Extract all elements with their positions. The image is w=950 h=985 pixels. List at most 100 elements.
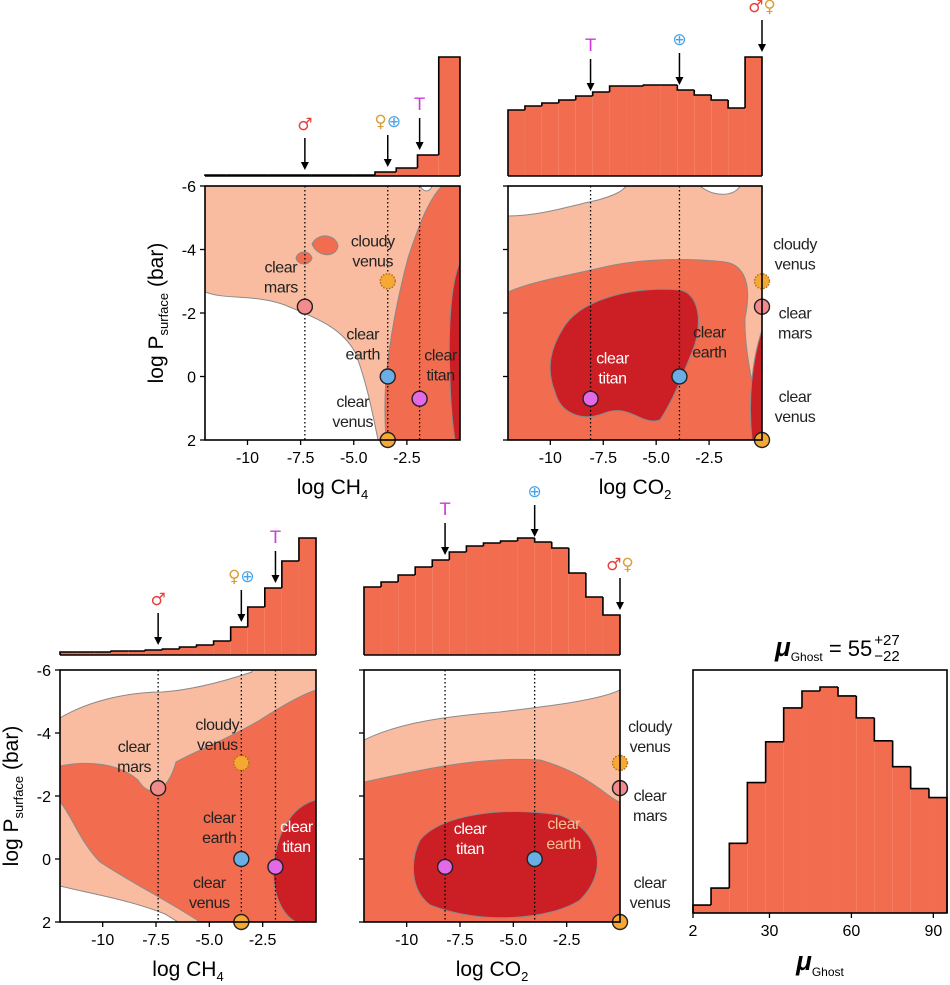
hist-bar: [466, 546, 484, 655]
planet-marker: [671, 368, 688, 385]
planet-marker: [233, 754, 250, 772]
hist-step: [710, 95, 729, 101]
y-tick-label: -4: [37, 726, 51, 743]
hist-bar: [264, 588, 282, 655]
hist-step: [212, 640, 231, 645]
hist-step: [744, 56, 763, 176]
contours: [508, 186, 762, 440]
arrow-head: [300, 162, 309, 170]
hist-step: [229, 626, 248, 641]
y-tick-label: 0: [187, 370, 196, 387]
hist-bar: [438, 57, 460, 176]
x-tick-label: 60: [843, 923, 861, 940]
hist-bar: [643, 85, 661, 176]
x-tick-label: -10: [539, 450, 562, 467]
x-tick-label: -5.0: [340, 450, 368, 467]
marker-label: venus: [332, 414, 373, 431]
axis-label-main: log CH: [297, 476, 361, 499]
hist-bar: [820, 687, 839, 913]
hist-bar: [551, 548, 569, 655]
y-tick-label: -6: [182, 179, 196, 196]
hist-bar: [910, 788, 929, 913]
hist-step: [246, 606, 265, 627]
hist-step: [397, 574, 416, 582]
hist-step: [374, 171, 397, 175]
hist-step: [178, 646, 197, 649]
hist-step: [499, 540, 518, 543]
hist-step: [59, 651, 78, 655]
planet-marker: [379, 273, 396, 290]
hist-step: [727, 100, 746, 109]
hist-step: [541, 102, 559, 106]
hist-step: [602, 597, 621, 655]
hist-bar: [694, 95, 712, 176]
arrow-head: [758, 44, 766, 52]
hist-step: [195, 644, 214, 647]
hist-bar: [375, 172, 397, 176]
hist-step: [414, 566, 433, 575]
axis-label-main: μ: [795, 946, 812, 976]
hist-step: [710, 887, 730, 906]
hist-step: [395, 167, 418, 172]
contours: [60, 670, 316, 922]
arrow-head: [154, 637, 163, 645]
hist-bar: [60, 652, 78, 655]
planet-symbol-part: T: [439, 500, 451, 520]
hist-step: [161, 648, 180, 650]
x-tick-label: -10: [395, 932, 418, 949]
hist-bar: [179, 647, 197, 655]
x-tick-label: -7.5: [589, 450, 617, 467]
hist-bar: [928, 797, 947, 913]
hist-bar: [483, 543, 501, 655]
marker-label: clear: [193, 875, 227, 892]
hist-step: [533, 538, 552, 543]
title-upper: +27: [874, 632, 899, 649]
hist-bar: [626, 86, 644, 176]
axis-label-sub: surface: [11, 776, 26, 819]
hist-step: [676, 85, 695, 91]
planet-symbol: ⊕: [528, 482, 542, 502]
axis-label: log CH4: [152, 958, 223, 984]
marker-label: earth: [346, 347, 380, 364]
hist-bar: [728, 108, 746, 176]
planet-symbol-part: T: [413, 95, 425, 115]
planet-symbol-part: ⊕: [528, 482, 542, 502]
hist-bar: [500, 541, 518, 655]
hist-bar: [856, 717, 875, 913]
hist-step: [437, 56, 461, 176]
marker-label: titan: [282, 839, 310, 856]
hist-step: [144, 649, 163, 651]
x-tick-label: 90: [924, 923, 942, 940]
hist-step: [855, 695, 875, 719]
hist-bar: [677, 90, 695, 176]
y-tick-label: -4: [182, 243, 196, 260]
marker-label: earth: [546, 836, 580, 853]
hist-step: [746, 781, 766, 844]
hist-bar: [609, 86, 627, 176]
planet-symbol: ♂♀: [748, 0, 776, 17]
x-tick-label: -5.0: [196, 932, 224, 949]
marker-label: clear: [336, 394, 370, 411]
x-tick-label: -2.5: [695, 450, 723, 467]
marker-label: clear: [118, 739, 152, 756]
planet-symbol-part: ♀: [374, 112, 386, 132]
marker-label: venus: [352, 253, 393, 270]
x-tick-label: 2: [689, 923, 698, 940]
x-tick-label: -2.5: [553, 932, 581, 949]
hist-bar: [568, 573, 586, 655]
arrow-head: [383, 159, 392, 167]
marker-label: cloudy: [195, 717, 239, 734]
hist-bar: [396, 168, 418, 176]
hist-bar: [747, 782, 766, 913]
planet-symbol-part: ⊕: [672, 30, 686, 50]
marker-label: venus: [197, 737, 238, 754]
planet-symbol-part: ♀: [763, 0, 775, 17]
planet-symbol: T: [413, 95, 425, 115]
arrow-head: [675, 77, 684, 85]
marker-label: clear: [346, 327, 380, 344]
axis-label: μGhost: [795, 946, 844, 979]
marker-label: cloudy: [773, 236, 817, 253]
hist-bar: [693, 905, 712, 913]
hist-bar: [449, 552, 467, 655]
x-tick-label: 30: [761, 923, 779, 940]
